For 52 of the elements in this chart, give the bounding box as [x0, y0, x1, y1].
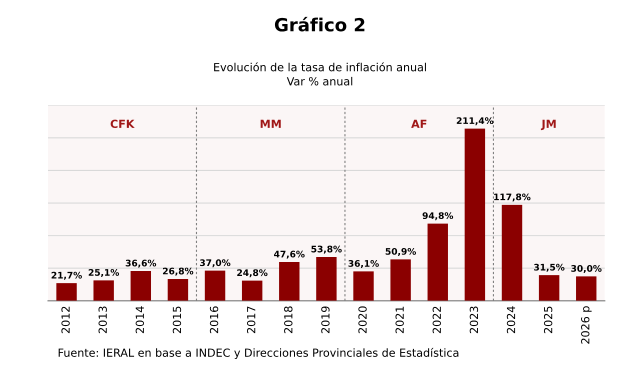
bar: [56, 283, 77, 301]
x-tick-label: 2021: [395, 306, 404, 334]
x-tick-label: 2020: [358, 306, 367, 334]
data-label: 21,7%: [52, 272, 82, 280]
x-tick-label: 2025: [544, 306, 552, 334]
chart-title: Gráfico 2: [274, 16, 364, 32]
x-tick-label: 2024: [506, 306, 516, 334]
chart-subtitle: Evolución de la tasa de inflación anual Var % anual: [214, 62, 426, 86]
bar: [353, 271, 374, 301]
x-tick-label: 2013: [98, 306, 107, 334]
band-label: JM: [540, 120, 556, 130]
bar: [428, 224, 448, 301]
data-label: 117,8%: [494, 193, 531, 202]
bar: [576, 276, 596, 301]
x-tick-label: 2018: [284, 306, 293, 334]
source-note: Fuente: IERAL en base a INDEC y Direcciones Provinciales de Estadística: [58, 348, 458, 360]
data-label: 24,8%: [237, 269, 268, 278]
bar: [464, 128, 486, 301]
x-tick-label: 2019: [321, 306, 330, 334]
bar: [242, 280, 262, 301]
data-label: 211,4%: [456, 117, 494, 126]
data-label: 36,6%: [126, 260, 156, 268]
x-tick-label: 2012: [61, 306, 70, 334]
bar: [279, 262, 300, 301]
data-label: 37,0%: [200, 259, 230, 268]
data-label: 31,5%: [534, 264, 564, 272]
data-label: 94,8%: [422, 212, 454, 220]
band-label: CFK: [110, 120, 135, 128]
bar: [390, 259, 411, 301]
x-tick-label: 2022: [432, 306, 441, 334]
data-label: 25,1%: [88, 268, 120, 277]
data-label: 50,9%: [386, 248, 416, 256]
x-tick-label: 2026 p: [581, 306, 592, 344]
x-tick-label: 2016: [210, 306, 218, 334]
band-label: MM: [260, 120, 281, 128]
bar: [168, 278, 188, 301]
data-label: 26,8%: [162, 268, 194, 276]
band-label: AF: [411, 120, 426, 128]
data-label: 30,0%: [571, 265, 602, 273]
x-tick-label: 2014: [136, 306, 144, 334]
data-label: 47,6%: [274, 250, 305, 259]
bar: [316, 256, 337, 301]
bar: [502, 204, 522, 301]
x-tick-label: 2023: [470, 306, 478, 334]
bar: [130, 270, 152, 301]
x-tick-label: 2015: [172, 306, 182, 334]
bar: [538, 275, 560, 301]
x-tick-label: 2017: [246, 306, 256, 334]
data-label: 36,1%: [348, 260, 379, 268]
data-label: 53,8%: [311, 246, 342, 254]
bar: [93, 280, 114, 301]
bar: [204, 270, 226, 301]
